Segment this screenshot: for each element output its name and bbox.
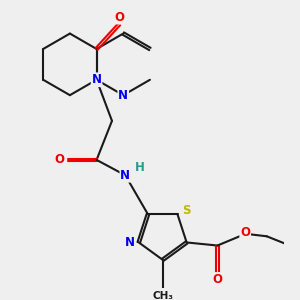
Text: O: O — [212, 273, 223, 286]
Text: H: H — [135, 160, 145, 174]
Text: O: O — [114, 11, 124, 24]
Text: N: N — [92, 73, 102, 86]
Text: CH₃: CH₃ — [152, 291, 173, 300]
Text: O: O — [240, 226, 250, 239]
Text: O: O — [55, 153, 64, 167]
Text: N: N — [124, 236, 134, 249]
Text: S: S — [182, 204, 191, 217]
Text: N: N — [118, 89, 128, 102]
Text: N: N — [120, 169, 130, 182]
